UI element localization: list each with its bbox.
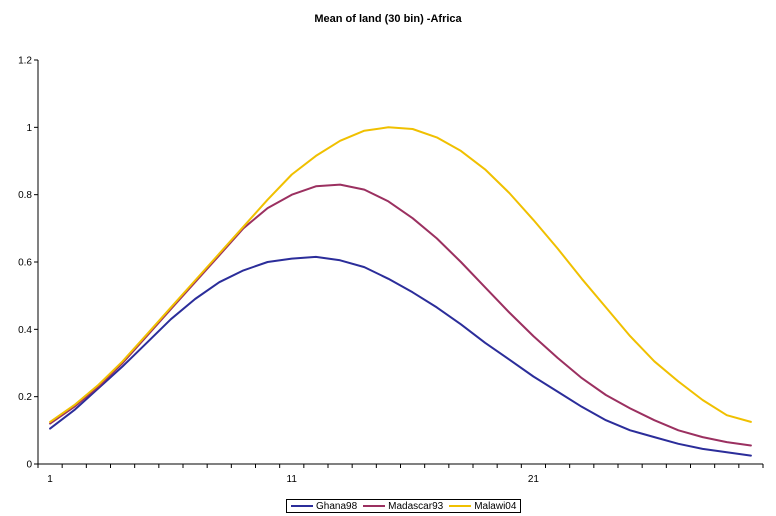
legend-item: Madascar93 bbox=[363, 501, 443, 512]
series-line-madascar93 bbox=[49, 183, 752, 447]
legend: Ghana98 Madascar93 Malawi04 bbox=[286, 499, 522, 513]
x-tick-label: 11 bbox=[287, 474, 298, 485]
y-tick-label: 0.2 bbox=[18, 392, 32, 403]
y-tick-label: 1.2 bbox=[18, 56, 32, 67]
y-tick-label: 0.6 bbox=[18, 258, 32, 269]
series-line-malawi04 bbox=[49, 126, 752, 423]
y-tick-label: 1 bbox=[26, 123, 32, 134]
legend-swatch bbox=[363, 505, 386, 507]
y-tick-label: 0.4 bbox=[18, 325, 32, 336]
x-tick-label: 21 bbox=[528, 474, 540, 485]
x-tick-label: 1 bbox=[47, 474, 53, 485]
legend-swatch bbox=[449, 505, 472, 507]
legend-label: Madascar93 bbox=[388, 500, 444, 512]
legend-label: Ghana98 bbox=[316, 500, 358, 512]
y-tick-label: 0.8 bbox=[18, 190, 32, 201]
legend-item: Malawi04 bbox=[449, 501, 516, 512]
legend-item: Ghana98 bbox=[291, 501, 357, 512]
chart-title: Mean of land (30 bin) -Africa bbox=[314, 13, 462, 25]
legend-swatch bbox=[291, 505, 313, 507]
series-line-ghana98 bbox=[49, 255, 752, 457]
legend-label: Malawi04 bbox=[474, 500, 517, 512]
y-tick-label: 0 bbox=[26, 460, 32, 471]
